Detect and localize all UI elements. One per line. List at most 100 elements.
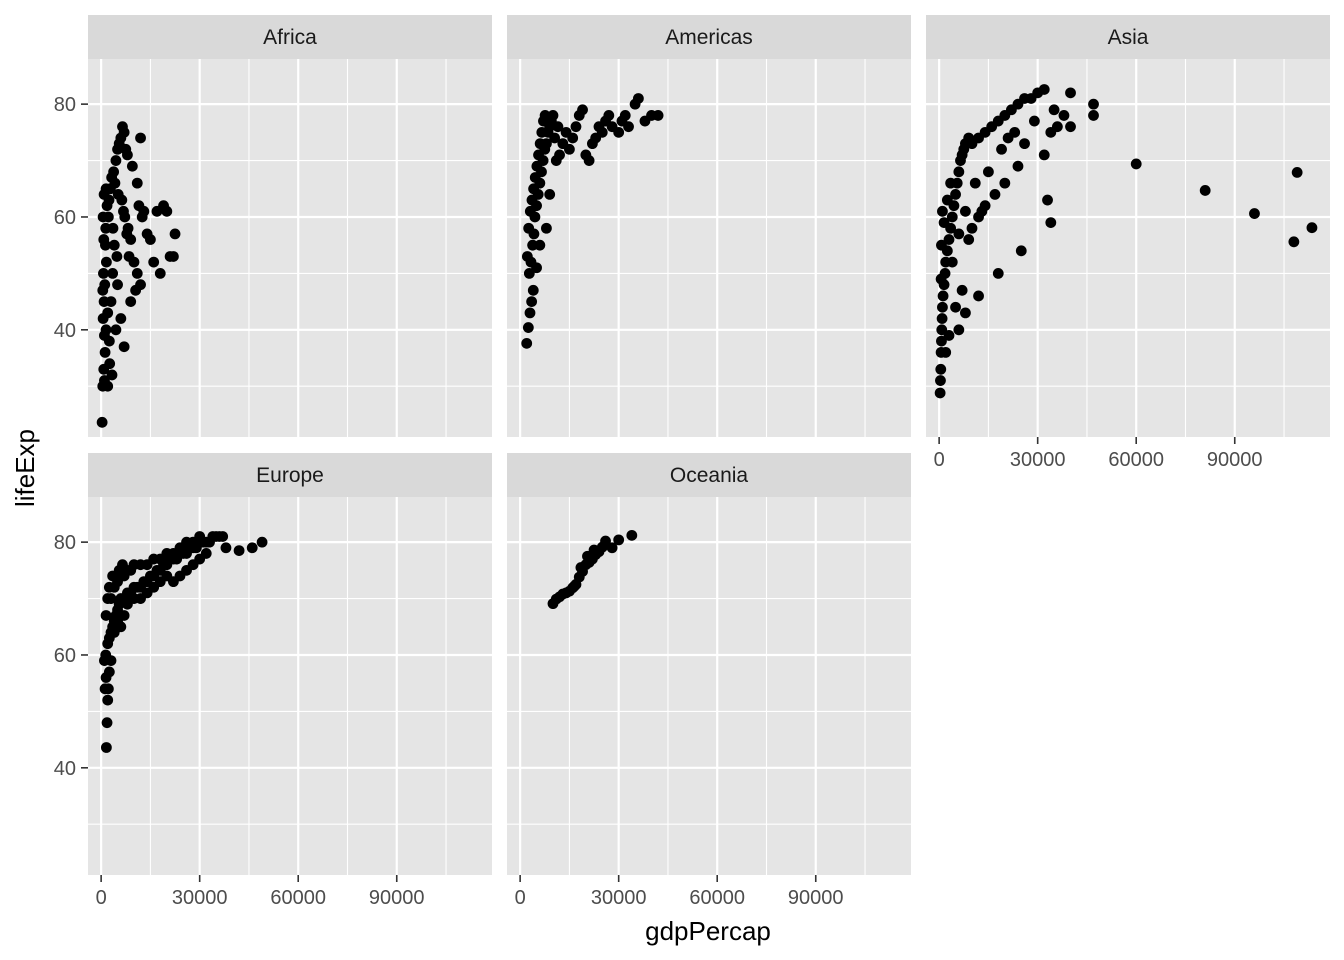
data-point	[533, 149, 544, 161]
facet-strip-label: Asia	[1108, 26, 1149, 49]
data-point	[1130, 158, 1142, 170]
x-tick-label: 30000	[591, 887, 647, 909]
data-point	[1038, 84, 1050, 95]
data-point	[521, 251, 533, 262]
data-point	[632, 93, 644, 104]
facet-panel-americas: Americas	[507, 15, 911, 437]
data-point	[963, 234, 975, 245]
data-point	[531, 160, 543, 172]
data-point	[1048, 104, 1060, 116]
data-point	[1199, 185, 1211, 196]
data-point	[527, 284, 539, 296]
data-point	[167, 251, 179, 262]
data-point	[652, 110, 664, 121]
data-point	[937, 301, 948, 313]
data-point	[946, 256, 958, 268]
data-point	[549, 132, 561, 144]
data-point	[98, 267, 109, 279]
facet-strip-label: Africa	[263, 26, 317, 49]
data-point	[98, 189, 110, 200]
data-point	[1028, 115, 1040, 127]
data-point	[567, 132, 579, 144]
data-point	[96, 416, 108, 428]
data-point	[118, 341, 130, 353]
data-point	[100, 742, 112, 753]
data-point	[100, 649, 112, 661]
data-point	[118, 610, 130, 621]
data-point	[613, 126, 625, 138]
data-point	[547, 110, 559, 121]
data-point	[613, 534, 625, 546]
data-point	[1088, 98, 1099, 110]
facet-strip	[507, 15, 911, 59]
facet-strip	[88, 453, 492, 497]
data-point	[115, 621, 127, 633]
data-point	[1291, 167, 1303, 178]
data-point	[943, 330, 955, 341]
data-point	[145, 234, 156, 245]
data-point	[936, 335, 947, 347]
data-point	[588, 544, 600, 556]
data-point	[108, 239, 120, 251]
data-point	[1042, 194, 1053, 206]
data-point	[934, 387, 946, 399]
panel-background	[926, 59, 1330, 437]
data-point	[233, 545, 245, 556]
data-point	[217, 531, 229, 542]
x-tick-label: 60000	[689, 887, 745, 909]
data-point	[135, 132, 146, 144]
data-point	[102, 380, 114, 392]
data-point	[103, 666, 115, 678]
data-point	[534, 138, 546, 150]
data-point	[105, 296, 117, 307]
x-tick-label: 90000	[788, 887, 844, 909]
data-point	[600, 535, 611, 547]
data-point	[966, 222, 978, 234]
data-point	[541, 222, 552, 234]
data-point	[526, 194, 538, 206]
data-point	[568, 580, 580, 592]
data-point	[118, 205, 129, 217]
data-point	[220, 542, 232, 554]
data-point	[103, 581, 115, 593]
data-point	[104, 358, 116, 370]
data-point	[131, 267, 143, 279]
data-point	[1015, 245, 1027, 257]
data-point	[960, 205, 971, 217]
data-point	[97, 284, 109, 296]
data-point	[603, 110, 615, 121]
x-tick-label: 90000	[1207, 449, 1263, 471]
x-tick-label: 30000	[1010, 449, 1066, 471]
x-tick-label: 0	[934, 449, 945, 471]
data-point	[100, 610, 112, 621]
data-point	[950, 301, 961, 313]
data-point	[937, 205, 948, 217]
y-tick-label: 40	[54, 320, 76, 342]
data-point	[101, 717, 113, 729]
x-axis-title: gdpPercap	[645, 916, 771, 946]
panel-background	[88, 497, 492, 875]
data-point	[1051, 121, 1063, 133]
data-point	[125, 296, 137, 307]
data-point	[121, 228, 133, 240]
data-point	[534, 239, 546, 251]
data-point	[102, 307, 114, 319]
data-point	[123, 251, 135, 262]
data-point	[1288, 236, 1300, 248]
data-point	[983, 166, 994, 178]
data-point	[575, 562, 587, 573]
data-point	[946, 211, 958, 223]
data-point	[107, 222, 119, 234]
facet-strip	[926, 15, 1330, 59]
data-point	[148, 256, 160, 268]
data-point	[953, 324, 965, 336]
data-point	[169, 228, 181, 240]
facet-strip-label: Oceania	[670, 464, 749, 487]
data-point	[936, 313, 948, 324]
data-point	[935, 375, 946, 386]
data-point	[99, 346, 111, 358]
data-point	[623, 121, 634, 133]
data-point	[528, 183, 540, 195]
data-point	[100, 256, 112, 268]
